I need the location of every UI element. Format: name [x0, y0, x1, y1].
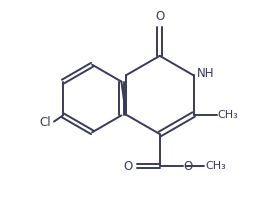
Text: O: O — [155, 10, 164, 23]
Text: NH: NH — [197, 67, 215, 80]
Text: CH₃: CH₃ — [218, 110, 238, 120]
Text: Cl: Cl — [40, 116, 51, 129]
Text: CH₃: CH₃ — [205, 161, 226, 171]
Text: O: O — [184, 160, 193, 173]
Text: O: O — [124, 160, 133, 173]
